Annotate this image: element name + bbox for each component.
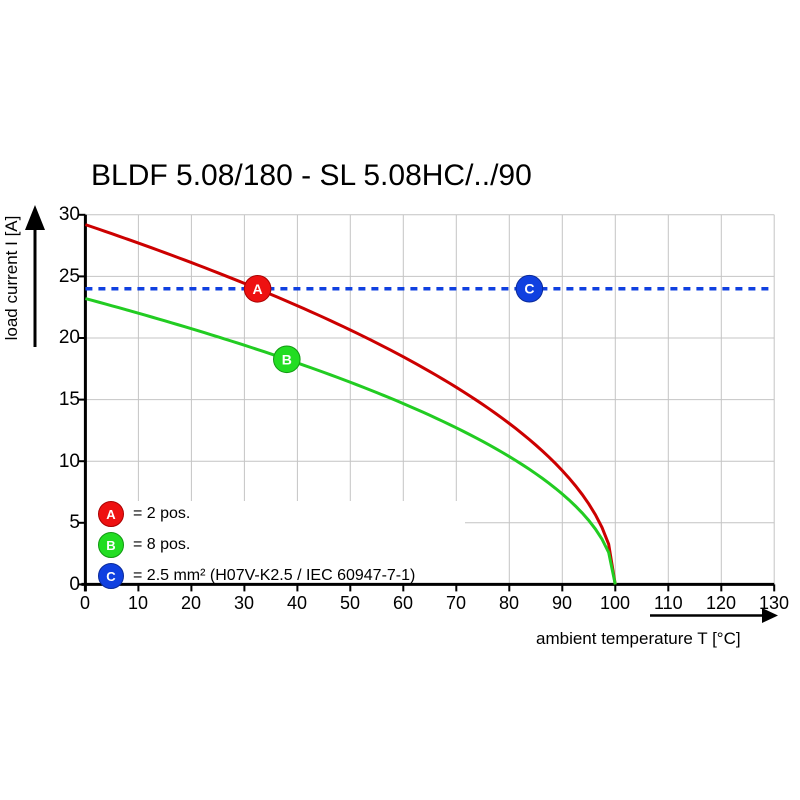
svg-text:C: C	[106, 569, 116, 584]
svg-text:A: A	[106, 507, 116, 522]
svg-text:B: B	[106, 538, 115, 553]
svg-text:C: C	[524, 281, 534, 297]
svg-text:A: A	[253, 281, 263, 297]
svg-text:B: B	[282, 351, 292, 367]
